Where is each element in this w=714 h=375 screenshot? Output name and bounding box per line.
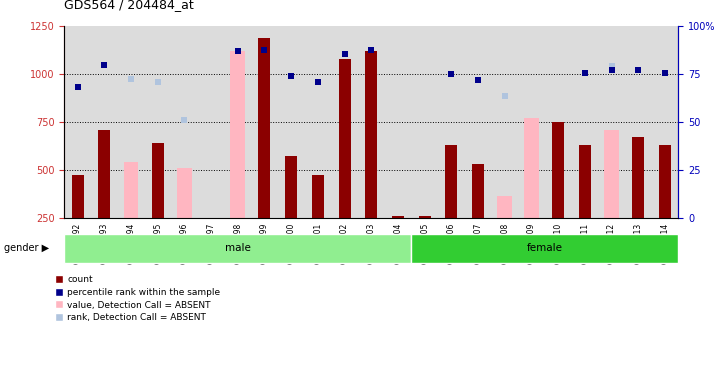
Bar — [64, 234, 411, 262]
Point — [659, 70, 670, 76]
Bar — [446, 145, 458, 218]
Point — [366, 47, 377, 53]
Text: gender ▶: gender ▶ — [4, 243, 49, 254]
Bar — [552, 122, 564, 218]
Point — [339, 51, 351, 57]
Bar — [392, 216, 404, 217]
Bar — [411, 234, 678, 262]
Point — [72, 84, 84, 90]
Point — [99, 63, 110, 69]
Bar — [177, 168, 192, 217]
Bar — [633, 137, 644, 218]
Point — [286, 73, 297, 79]
Bar — [659, 145, 671, 218]
Bar — [99, 129, 110, 218]
Point — [499, 93, 511, 99]
Bar — [472, 164, 484, 218]
Bar — [124, 162, 139, 218]
Bar — [285, 156, 297, 218]
Point — [579, 70, 590, 76]
Bar — [498, 196, 512, 217]
Point — [232, 48, 243, 54]
Bar — [231, 51, 245, 217]
Bar — [312, 176, 324, 217]
Point — [312, 79, 323, 85]
Bar — [366, 51, 377, 217]
Bar — [338, 59, 351, 217]
Point — [473, 77, 484, 83]
Bar — [418, 216, 431, 217]
Text: GDS564 / 204484_at: GDS564 / 204484_at — [64, 0, 194, 11]
Point — [125, 76, 136, 82]
Text: female: female — [527, 243, 563, 254]
Bar — [258, 38, 271, 218]
Point — [446, 71, 457, 77]
Bar — [151, 143, 164, 218]
Point — [258, 47, 270, 53]
Bar — [604, 129, 619, 218]
Point — [152, 79, 164, 85]
Point — [178, 117, 190, 123]
Legend: count, percentile rank within the sample, value, Detection Call = ABSENT, rank, : count, percentile rank within the sample… — [52, 272, 224, 326]
Point — [633, 67, 644, 73]
Text: male: male — [225, 243, 251, 254]
Bar — [71, 176, 84, 217]
Point — [606, 67, 618, 73]
Bar — [579, 145, 591, 218]
Point — [606, 63, 618, 69]
Bar — [524, 118, 539, 218]
